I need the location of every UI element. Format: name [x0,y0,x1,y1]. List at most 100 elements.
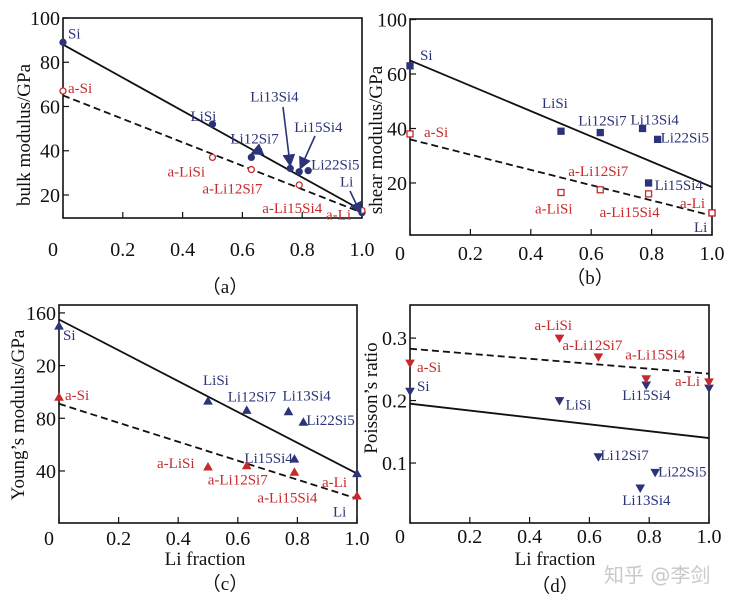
amorphous-point [593,353,604,362]
y-tick-label: 80 [40,52,60,74]
x-tick-label: 1.0 [345,528,370,550]
crystalline-point-label: Li15Si4 [244,451,293,467]
x-tick-label: 0.8 [290,239,315,261]
crystalline-point [295,168,303,176]
x-tick-label: 0.4 [518,243,543,265]
crystalline-point-label: Li22Si5 [311,158,359,174]
plot-frame [62,17,363,219]
panel-a: 0 0.2 0.4 0.6 0.8 1.0 20 40 60 80 100 bulk modulus/… [14,8,375,298]
fit-line-amorphous [409,138,713,217]
amorphous-point [406,130,414,138]
panel-caption: （c） [202,573,248,595]
crystalline-point [650,468,661,478]
crystalline-point-label: Li [340,175,353,191]
amorphous-point-label: a-Li12Si7 [202,182,262,198]
x-tick-label: 1.0 [700,243,725,265]
amorphous-point [596,186,604,194]
crystalline-point-label: Li13Si4 [282,389,331,405]
y-tick-label: 40 [36,461,56,483]
amorphous-point-label: a-Li12Si7 [208,473,268,489]
panel-caption: （a） [202,276,248,298]
crystalline-point-label: Si [63,328,76,344]
panel-b: 0 0.2 0.4 0.6 0.8 1.0 20 40 60 100 shear modulus/G… [366,10,725,289]
x-tick-label: 0.8 [637,526,662,548]
crystalline-point-label: Li15Si4 [655,178,704,194]
y-tick-label: 0.3 [382,328,407,350]
x-tick-label: 0.8 [285,528,310,550]
amorphous-point [554,334,565,344]
amorphous-point [208,153,217,162]
crystalline-point [241,405,252,414]
plot-frame [409,18,713,236]
amorphous-point [203,462,213,471]
crystalline-point [653,135,662,144]
y-tick-label: 40 [40,141,60,163]
crystalline-point [593,453,604,462]
y-tick-label: 40 [387,118,407,140]
y-axis-label: Poisson’s ratio [361,342,382,453]
crystalline-point-label: Li [333,505,346,521]
amorphous-point-label: a-Li15Si4 [625,348,685,364]
crystalline-point-label: Li12Si7 [230,131,279,147]
y-axis-label: bulk modulus/GPa [14,63,35,206]
crystalline-point [59,38,67,46]
amorphous-point-label: a-Li15Si4 [600,205,660,221]
x-tick-label: 0 [48,239,58,261]
amorphous-point [289,467,300,476]
crystalline-point [406,62,414,70]
fit-line-amorphous [409,347,710,375]
x-axis-label: Li fraction [165,549,246,570]
y-tick-label: 60 [387,64,407,86]
annotation-arrow [349,190,362,215]
amorphous-point-label: a-LiSi [535,318,573,334]
crystalline-point [352,468,362,478]
amorphous-point-label: a-Si [417,360,441,376]
annotation-arrow [299,135,316,170]
crystalline-point [554,397,565,406]
crystalline-point [54,321,64,330]
crystalline-point [638,124,647,133]
crystalline-point-label: Si [68,26,81,42]
fit-line-crystalline [409,402,710,439]
crystalline-point-label: LiSi [191,109,217,125]
x-axis-label: Li fraction [515,549,596,570]
annotation-arrow [282,106,296,168]
amorphous-point-label: a-Si [424,125,448,141]
crystalline-point-label: Li [694,220,707,236]
crystalline-point [644,179,653,187]
y-tick-label: 60 [40,96,60,118]
crystalline-point-label: Li12Si7 [578,114,627,130]
crystalline-point-label: Li15Si4 [622,388,671,404]
amorphous-point [295,181,303,189]
crystalline-point-label: LiSi [566,398,592,414]
crystalline-point-label: Li12Si7 [228,389,277,405]
crystalline-point [298,417,309,426]
x-tick-label: 0.4 [517,526,542,548]
amorphous-point [704,378,714,387]
amorphous-point-label: a-Si [65,388,89,404]
crystalline-point-label: Li22Si5 [661,130,709,146]
y-tick-label: 20 [40,185,60,207]
x-tick-label: 1.0 [697,526,722,548]
y-tick-label: 0.2 [382,391,407,413]
watermark: 知乎 @李剑 [604,563,710,587]
x-tick-label: 0.2 [458,243,483,265]
amorphous-point-label: a-LiSi [535,202,573,218]
amorphous-point-label: a-Li12Si7 [562,338,622,354]
crystalline-point [596,128,604,137]
amorphous-point [405,359,415,369]
fit-line-amorphous [58,402,358,500]
crystalline-point-label: Li13Si4 [250,89,299,105]
amorphous-point-label: a-Si [68,81,92,97]
y-tick-label: 0.1 [382,453,407,475]
panel-c: 0 0.2 0.4 0.6 0.8 1.0 40 80 20 160 Young’s modulus… [8,303,370,595]
amorphous-point [708,209,716,217]
amorphous-point-label: a-Li [680,196,705,212]
crystalline-point-label: Si [417,379,430,395]
crystalline-point [208,120,217,128]
amorphous-point-label: a-LiSi [168,164,206,180]
amorphous-point-label: a-Li [322,475,347,491]
panel-caption: （d） [531,575,579,597]
